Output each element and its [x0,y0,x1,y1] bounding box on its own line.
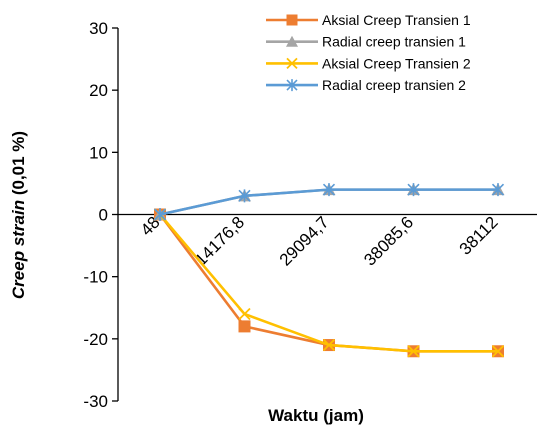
series-point [238,307,251,321]
series-point [286,35,298,47]
series-point [286,79,298,92]
series-point [238,320,251,333]
y-tick-label: 30 [89,19,108,38]
y-tick-label: -10 [83,268,108,287]
axes [112,27,537,402]
y-tick-label: -30 [83,392,108,411]
series-point [286,14,298,26]
y-axis-title-italic: Creep strain [9,200,28,299]
legend-label: Aksial Creep Transien 2 [322,55,471,71]
legend-item: Radial creep transien 1 [266,34,466,50]
series-group [154,208,504,358]
x-tick-label: 38085,6 [360,213,417,270]
series-group [153,208,505,358]
legend-label: Radial creep transien 2 [322,77,466,93]
legend-label: Aksial Creep Transien 1 [322,12,471,28]
series-point [322,183,336,197]
y-tick-label: 0 [99,206,108,225]
series-point [407,183,420,197]
y-tick-label: 20 [89,81,108,100]
x-tick-label: 29094,7 [276,213,333,270]
series-group [153,183,505,221]
series-lines [153,183,505,358]
y-tick-label: -20 [83,330,108,349]
legend-item: Aksial Creep Transien 2 [266,55,471,71]
x-axis-title: Waktu (jam) [268,406,364,425]
x-tick-label: 38112 [456,213,502,259]
series-point [407,345,420,358]
y-axis-title-rest: (0,01 %) [9,131,28,200]
legend-item: Radial creep transien 2 [266,77,466,93]
series-point [238,189,251,203]
series-point [491,183,505,197]
series-point [286,57,298,70]
series-point [322,338,336,352]
y-axis-title: Creep strain (0,01 %) [9,131,28,299]
x-tick-labels: 48 14176,8 29094,7 38085,6 38112 [137,213,502,270]
legend-label: Radial creep transien 1 [322,34,466,50]
legend: Aksial Creep Transien 1 Radial creep tran… [266,12,471,93]
series-point [491,345,505,358]
series-line [158,213,498,353]
y-tick-label: 10 [89,143,108,162]
series-point [153,208,167,221]
y-tick-labels: 30 20 10 0 -10 -20 -30 [83,19,108,411]
legend-item: Aksial Creep Transien 1 [266,12,471,28]
